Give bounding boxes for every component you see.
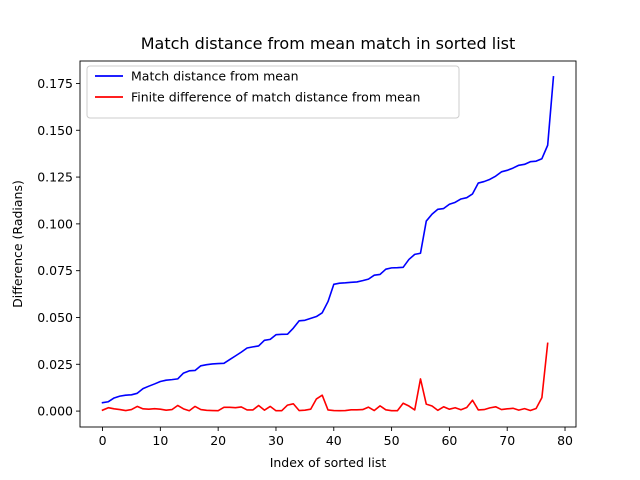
legend-label-1: Match distance from mean xyxy=(131,69,299,84)
legend-box xyxy=(86,65,460,119)
x-tick-label: 0 xyxy=(99,433,107,448)
y-axis-label: Difference (Radians) xyxy=(10,180,25,308)
x-axis-label: Index of sorted list xyxy=(270,455,387,470)
y-tick-label: 0.075 xyxy=(37,263,73,278)
series-line-2 xyxy=(101,342,549,412)
y-tick-label: 0.000 xyxy=(37,404,73,419)
legend-label-2: Finite difference of match distance from… xyxy=(131,90,420,105)
y-tick-label: 0.150 xyxy=(37,123,73,138)
x-tick-label: 40 xyxy=(326,433,342,448)
x-tick-label: 80 xyxy=(557,433,573,448)
y-tick-label: 0.125 xyxy=(37,170,73,185)
y-tick-label: 0.100 xyxy=(37,216,73,231)
x-tick-label: 50 xyxy=(384,433,400,448)
y-tick-label: 0.175 xyxy=(37,76,73,91)
axes-frame xyxy=(79,60,577,428)
x-tick-label: 70 xyxy=(499,433,515,448)
y-tick-label: 0.025 xyxy=(37,357,73,372)
x-tick-label: 10 xyxy=(152,433,168,448)
y-tick-label: 0.050 xyxy=(37,310,73,325)
plot-area: 0 10 20 30 40 50 60 70 80 0.000 0.025 0.050 0.075 0.1… xyxy=(37,60,577,448)
x-tick-label: 30 xyxy=(268,433,284,448)
x-tick-label: 20 xyxy=(210,433,226,448)
chart-title: Match distance from mean match in sorted… xyxy=(141,34,516,53)
x-tick-label: 60 xyxy=(441,433,457,448)
series-line-1 xyxy=(101,76,555,404)
